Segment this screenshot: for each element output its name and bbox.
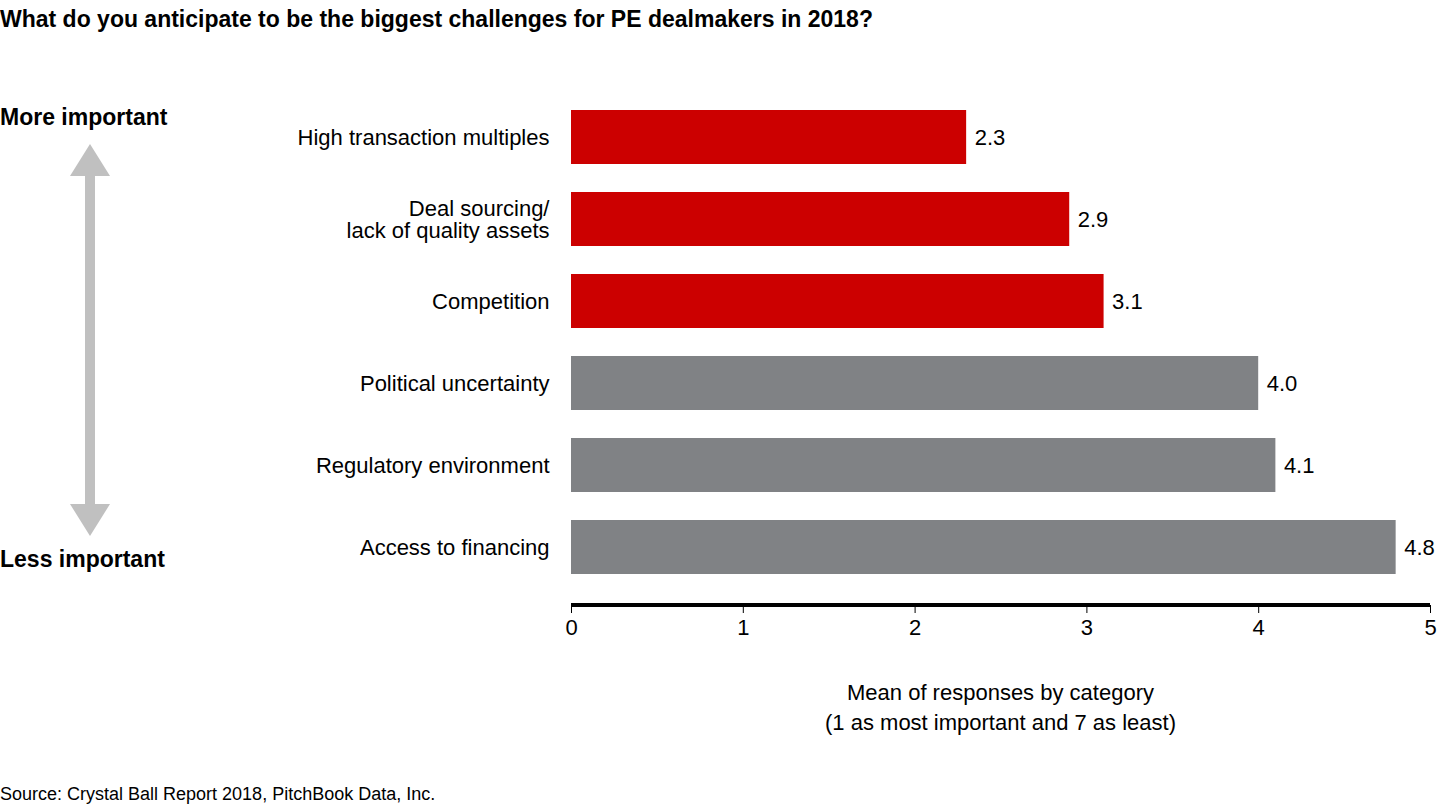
svg-text:2.3: 2.3 — [975, 125, 1006, 150]
svg-text:2: 2 — [909, 615, 921, 640]
svg-text:4.1: 4.1 — [1284, 453, 1315, 478]
svg-text:4: 4 — [1253, 615, 1265, 640]
svg-text:2.9: 2.9 — [1078, 207, 1109, 232]
html-text:Mean of responses by category: Mean of responses by category (1 as most… — [825, 680, 1176, 735]
svg-text:Competition: Competition — [432, 289, 549, 314]
svg-text:3.1: 3.1 — [1112, 289, 1143, 314]
svg-text:0: 0 — [565, 615, 577, 640]
svg-text:Access to financing: Access to financing — [360, 535, 550, 560]
svg-text:Regulatory environment: Regulatory environment — [316, 453, 550, 478]
svg-text:5: 5 — [1424, 615, 1436, 640]
svg-text:1: 1 — [737, 615, 749, 640]
svg-text:High transaction multiples: High transaction multiples — [298, 125, 550, 150]
svg-text:Political uncertainty: Political uncertainty — [360, 371, 550, 396]
html-text:Less important: Less important — [0, 546, 165, 572]
svg-text:3: 3 — [1081, 615, 1093, 640]
svg-text:4.0: 4.0 — [1267, 371, 1298, 396]
html-text:Source: Crystal Ball Report 20: Source: Crystal Ball Report 2018, PitchB… — [0, 784, 436, 804]
svg-text:Deal sourcing/lack of quality: Deal sourcing/lack of quality assets — [347, 196, 551, 243]
html-text:More important: More important — [0, 104, 168, 130]
svg-text:4.8: 4.8 — [1404, 535, 1435, 560]
html-text:What do you anticipate to be t: What do you anticipate to be the biggest… — [0, 6, 873, 32]
